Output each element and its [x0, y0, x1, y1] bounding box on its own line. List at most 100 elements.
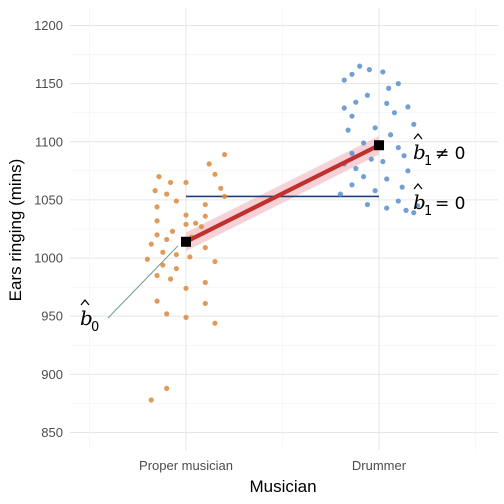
- data-point: [353, 165, 359, 172]
- y-tick-labels: 850 900 950 1000 1050 1100 1150 1200: [34, 18, 63, 440]
- b0-pointer-line: [107, 245, 179, 319]
- data-point: [360, 140, 367, 146]
- data-point: [183, 221, 189, 227]
- data-point: [395, 144, 401, 151]
- y-tick-label: 1100: [35, 134, 63, 149]
- data-point: [156, 174, 162, 180]
- data-point: [212, 171, 218, 177]
- data-point: [345, 127, 351, 133]
- data-point: [206, 161, 212, 167]
- data-point: [164, 311, 170, 317]
- y-tick-label: 950: [41, 309, 63, 324]
- data-point: [154, 298, 160, 304]
- data-point: [164, 191, 170, 197]
- data-point: [349, 113, 355, 119]
- data-point: [395, 198, 401, 204]
- b1-neq-hat: [413, 133, 423, 140]
- y-axis-title: Ears ringing (mins): [6, 159, 25, 302]
- b1-neq-relation: ≠ 0: [435, 144, 465, 164]
- data-point: [357, 63, 363, 69]
- data-point: [164, 385, 170, 391]
- fit-line-layer: [185, 143, 380, 244]
- data-point: [202, 300, 208, 307]
- data-point: [212, 258, 218, 265]
- annotation-b1-eq: b 1 = 0: [413, 183, 465, 219]
- data-point: [415, 203, 421, 209]
- data-point: [380, 158, 386, 165]
- data-point: [364, 92, 371, 98]
- x-tick-label: Drummer: [352, 458, 407, 473]
- data-point: [403, 207, 409, 213]
- data-point: [183, 212, 189, 218]
- data-point: [202, 201, 208, 208]
- data-points-layer: [144, 63, 421, 403]
- data-point: [202, 245, 208, 251]
- annotation-b0: b 0: [80, 299, 99, 335]
- data-point: [173, 265, 179, 272]
- data-point: [183, 314, 189, 320]
- data-point: [353, 99, 359, 105]
- data-point: [386, 85, 392, 91]
- data-point: [187, 254, 193, 260]
- data-point: [160, 249, 166, 255]
- data-point: [144, 256, 150, 262]
- data-point: [366, 67, 372, 73]
- b1-eq-hat: [413, 183, 423, 190]
- data-point: [391, 110, 398, 116]
- data-point: [198, 224, 205, 230]
- data-point: [372, 188, 378, 194]
- x-tick-label: Proper musician: [139, 458, 233, 473]
- data-point: [364, 201, 371, 208]
- data-point: [154, 272, 160, 279]
- data-point: [202, 213, 208, 219]
- data-point: [349, 71, 355, 77]
- data-point: [411, 210, 417, 216]
- data-point: [154, 232, 160, 238]
- b0-subscript: 0: [91, 320, 99, 335]
- data-point: [222, 151, 228, 158]
- data-point: [337, 191, 343, 197]
- grid-lines: [70, 8, 498, 450]
- b1-neq-subscript: 1: [424, 154, 432, 169]
- y-tick-label: 1200: [34, 18, 63, 33]
- data-point: [368, 156, 374, 162]
- mean-marker: [374, 140, 384, 151]
- data-point: [173, 251, 179, 258]
- data-point: [411, 121, 417, 127]
- x-tick-labels: Proper musician Drummer: [139, 458, 407, 473]
- mean-marker: [181, 236, 191, 247]
- data-point: [193, 220, 199, 226]
- data-point: [372, 125, 378, 131]
- data-point: [152, 188, 158, 194]
- data-point: [212, 320, 218, 326]
- data-point: [384, 100, 390, 106]
- mean-markers-layer: [181, 140, 384, 247]
- data-point: [349, 150, 355, 156]
- data-point: [405, 168, 411, 174]
- data-point: [167, 276, 174, 282]
- data-point: [167, 179, 174, 186]
- data-point: [380, 69, 386, 75]
- data-point: [173, 198, 179, 204]
- b1-eq-relation: = 0: [435, 194, 465, 214]
- data-point: [360, 174, 367, 180]
- data-point: [384, 205, 390, 211]
- fit-line: [185, 143, 380, 244]
- data-point: [160, 262, 166, 268]
- data-point: [202, 279, 208, 286]
- y-tick-label: 1050: [34, 192, 63, 207]
- b1-eq-symbol: b: [413, 190, 426, 214]
- y-tick-label: 900: [41, 367, 63, 382]
- y-tick-label: 850: [41, 425, 63, 440]
- b0-symbol: b: [80, 306, 93, 330]
- x-axis-title: Musician: [249, 477, 316, 496]
- data-point: [154, 204, 160, 210]
- data-point: [349, 182, 355, 188]
- data-point: [405, 104, 411, 110]
- data-point: [384, 176, 390, 182]
- y-tick-label: 1000: [34, 251, 63, 266]
- data-point: [164, 236, 170, 243]
- data-point: [387, 132, 394, 138]
- data-point: [169, 228, 176, 234]
